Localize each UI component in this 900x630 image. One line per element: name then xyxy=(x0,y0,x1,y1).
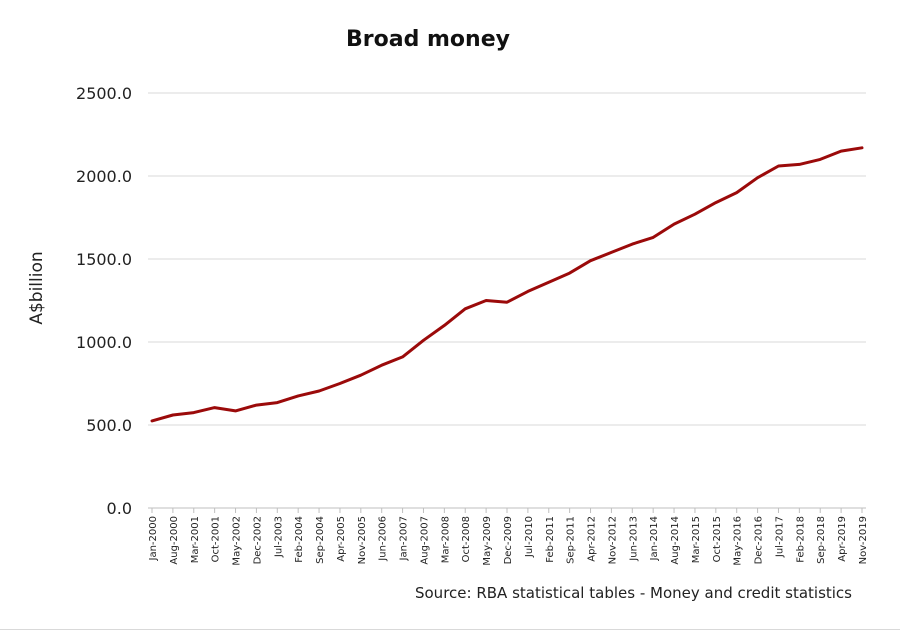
data-point xyxy=(777,165,780,167)
data-point xyxy=(547,281,550,284)
x-tick-label: Sep-2011 xyxy=(566,516,577,564)
data-point xyxy=(735,191,738,194)
x-tick-label: Apr-2019 xyxy=(837,516,848,562)
x-tick-label: Nov-2019 xyxy=(858,516,869,564)
x-tick-label: Feb-2018 xyxy=(795,516,806,563)
data-point xyxy=(234,410,237,412)
data-point xyxy=(485,299,487,302)
y-tick-label: 2500.0 xyxy=(76,84,132,103)
y-axis-label: A$billion xyxy=(27,251,47,324)
data-point xyxy=(151,420,153,422)
x-tick-label: May-2002 xyxy=(232,516,243,566)
chart-title: Broad money xyxy=(346,27,510,52)
x-tick-label: Aug-2000 xyxy=(169,516,180,565)
data-point xyxy=(401,356,404,358)
data-point xyxy=(610,251,613,254)
x-tick-label: Aug-2007 xyxy=(419,516,430,565)
x-tick-label: Sep-2004 xyxy=(315,516,326,564)
data-point xyxy=(819,158,822,161)
data-point xyxy=(715,201,717,204)
x-tick-label: Aug-2014 xyxy=(670,516,681,565)
x-tick-label: Jan-2014 xyxy=(649,516,660,561)
x-tick-label: Nov-2005 xyxy=(357,516,368,564)
data-point xyxy=(192,411,195,414)
data-point xyxy=(422,339,425,342)
x-tick-label: Sep-2018 xyxy=(816,516,827,564)
x-tick-label: May-2016 xyxy=(733,516,744,566)
data-point xyxy=(297,395,299,397)
data-point xyxy=(506,301,508,303)
x-tick-label: Jun-2006 xyxy=(378,516,389,562)
series-line xyxy=(150,146,864,423)
x-tick-label: Dec-2009 xyxy=(503,516,514,564)
x-tick-label: Jun-2013 xyxy=(628,516,639,562)
x-tick-label: Jan-2007 xyxy=(399,516,410,561)
data-point xyxy=(798,163,801,166)
data-point xyxy=(589,259,592,262)
x-tick-label: Nov-2012 xyxy=(607,516,618,564)
data-point xyxy=(255,404,258,406)
x-tick-label: Dec-2016 xyxy=(754,516,765,564)
data-point xyxy=(694,213,696,215)
x-tick-label: Feb-2011 xyxy=(545,516,556,563)
source-note: Source: RBA statistical tables - Money a… xyxy=(414,584,852,602)
x-tick-label: Mar-2015 xyxy=(691,516,702,563)
data-point xyxy=(568,272,571,274)
data-point xyxy=(360,374,362,377)
y-tick-label: 1000.0 xyxy=(76,333,132,352)
y-tick-label: 1500.0 xyxy=(76,250,132,269)
y-tick-labels: 0.0 500.0 1000.0 1500.0 2000.0 2500.0 xyxy=(76,84,132,518)
x-tick-label: Dec-2002 xyxy=(252,516,263,564)
data-point xyxy=(652,236,654,239)
y-tick-label: 0.0 xyxy=(107,499,132,518)
x-tick-label: Mar-2008 xyxy=(440,516,451,563)
data-point xyxy=(276,401,279,404)
data-point xyxy=(464,308,467,310)
data-point xyxy=(172,414,174,416)
data-point xyxy=(339,382,341,385)
data-point xyxy=(861,146,863,149)
data-point xyxy=(213,406,216,409)
data-point xyxy=(673,223,675,225)
x-tick-label: Apr-2012 xyxy=(587,516,598,562)
data-point xyxy=(631,243,634,245)
x-tick-label: Jul-2003 xyxy=(273,516,284,558)
series-group xyxy=(150,146,864,423)
x-tick-label: Feb-2004 xyxy=(294,516,305,563)
gridlines xyxy=(148,92,866,426)
x-tick-label: Mar-2001 xyxy=(190,516,201,563)
x-tick-label: Jul-2017 xyxy=(774,516,785,558)
data-point xyxy=(840,150,842,152)
data-point xyxy=(443,324,446,327)
x-tick-label: Oct-2008 xyxy=(461,516,472,562)
y-tick-label: 500.0 xyxy=(86,416,132,435)
x-tick-label: Oct-2001 xyxy=(211,516,222,562)
x-tick-label: Jan-2000 xyxy=(148,516,159,561)
x-tick-label: Apr-2005 xyxy=(336,516,347,562)
data-point xyxy=(318,390,320,392)
x-axis xyxy=(148,507,866,513)
data-point xyxy=(380,364,383,367)
data-point xyxy=(527,290,529,293)
x-tick-labels: Jan-2000 Aug-2000 Mar-2001 Oct-2001 May-2002… xyxy=(148,516,869,566)
y-tick-label: 2000.0 xyxy=(76,167,132,186)
data-point xyxy=(756,176,759,179)
x-tick-label: Oct-2015 xyxy=(712,516,723,562)
x-tick-label: May-2009 xyxy=(482,516,493,566)
x-tick-label: Jul-2010 xyxy=(524,516,535,558)
